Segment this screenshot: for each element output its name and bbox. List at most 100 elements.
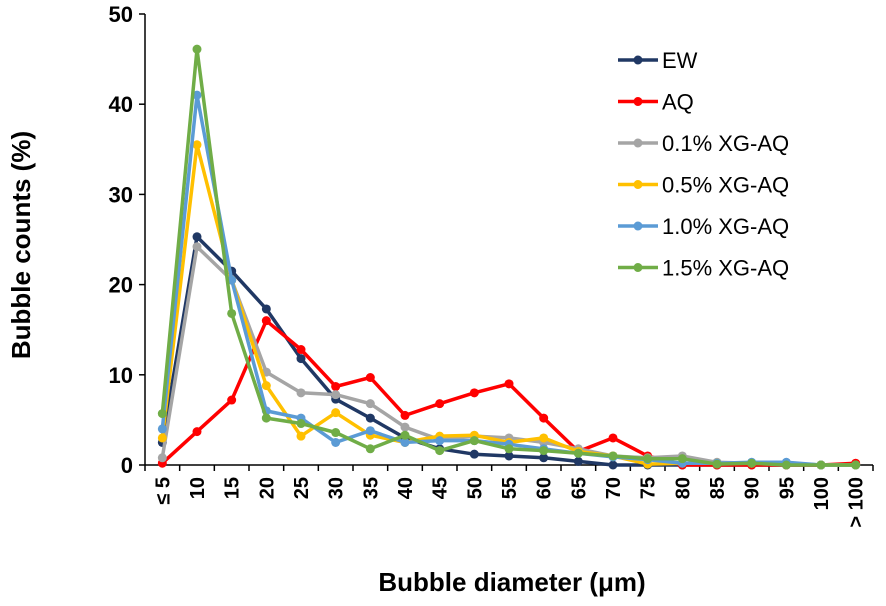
- data-point: [608, 451, 618, 461]
- data-point: [157, 453, 167, 463]
- x-tick-label: 55: [499, 477, 521, 499]
- legend-marker: [633, 221, 643, 231]
- legend-label: 0.1% XG-AQ: [662, 131, 789, 156]
- legend-item: 0.5% XG-AQ: [618, 173, 789, 198]
- x-tick-label: 100: [811, 477, 833, 510]
- data-point: [469, 436, 479, 446]
- data-point: [261, 316, 271, 326]
- legend-label: 1.5% XG-AQ: [662, 256, 789, 281]
- legend-marker: [633, 138, 643, 148]
- data-point: [365, 399, 375, 409]
- x-tick-label: 15: [222, 477, 244, 499]
- legend-label: 1.0% XG-AQ: [662, 214, 789, 239]
- legend-item: AQ: [618, 90, 694, 115]
- data-point: [227, 395, 237, 405]
- data-point: [261, 381, 271, 391]
- data-point: [157, 424, 167, 434]
- y-tick-label: 50: [109, 2, 133, 27]
- data-point: [469, 388, 479, 398]
- data-point: [435, 446, 445, 456]
- x-tick-label: 80: [672, 477, 694, 499]
- series-lines: [157, 44, 861, 470]
- y-tick-label: 40: [109, 92, 133, 117]
- data-point: [608, 460, 618, 470]
- data-point: [539, 446, 549, 456]
- x-axis: ≤ 5 10 15 20 25 30 35 40 45 50 55 60 65 70 75 80 85 90 95 1…: [144, 464, 874, 528]
- data-point: [504, 379, 514, 389]
- x-tick-label: 25: [291, 477, 313, 499]
- data-point: [539, 453, 549, 463]
- data-point: [227, 275, 237, 285]
- legend-marker: [633, 263, 643, 272]
- legend: EW AQ 0.1% XG-AQ 0.5% XG-AQ 1.0% XG-AQ 1.5% X…: [618, 48, 789, 281]
- data-point: [157, 433, 167, 443]
- legend-marker: [633, 55, 643, 65]
- legend-marker: [633, 180, 643, 189]
- legend-label: AQ: [662, 90, 694, 115]
- data-point: [400, 422, 410, 432]
- x-axis-title: Bubble diameter (μm): [378, 567, 645, 597]
- series-1-5-xg-aq: [157, 44, 861, 470]
- data-point: [227, 308, 237, 318]
- data-point: [365, 426, 375, 436]
- data-point: [261, 413, 271, 423]
- x-tick-label: 35: [360, 477, 382, 499]
- data-point: [435, 436, 445, 446]
- data-point: [192, 44, 202, 54]
- data-point: [365, 444, 375, 454]
- data-point: [539, 413, 549, 423]
- y-tick-label: 0: [121, 453, 133, 478]
- data-point: [712, 459, 722, 469]
- x-tick-label: 95: [776, 477, 798, 499]
- y-tick-label: 30: [109, 182, 133, 207]
- data-point: [608, 433, 618, 443]
- data-point: [504, 444, 514, 454]
- data-point: [400, 410, 410, 420]
- x-tick-label: 90: [742, 477, 764, 499]
- x-tick-label: 30: [326, 477, 348, 499]
- y-tick-label: 10: [109, 363, 133, 388]
- data-point: [504, 451, 514, 461]
- data-point: [781, 460, 791, 470]
- data-point: [192, 232, 202, 242]
- x-tick-label: 40: [395, 477, 417, 499]
- data-point: [747, 458, 757, 468]
- data-point: [851, 460, 861, 470]
- data-point: [296, 431, 306, 441]
- legend-marker: [633, 97, 643, 106]
- legend-item: 1.0% XG-AQ: [618, 214, 789, 239]
- y-tick-label: 20: [109, 273, 133, 298]
- y-axis: 0 10 20 30 40 50: [109, 2, 146, 478]
- x-tick-label: 85: [707, 477, 729, 499]
- data-point: [400, 437, 410, 447]
- legend-item: 0.1% XG-AQ: [618, 131, 789, 156]
- data-point: [677, 454, 687, 464]
- data-point: [296, 354, 306, 364]
- legend-item: 1.5% XG-AQ: [618, 256, 789, 281]
- x-tick-label: 50: [464, 477, 486, 499]
- data-point: [331, 408, 341, 418]
- data-point: [573, 448, 583, 458]
- data-point: [469, 449, 479, 459]
- x-tick-label: ≤ 5: [152, 477, 174, 505]
- x-tick-label: 20: [256, 477, 278, 499]
- data-point: [816, 460, 826, 470]
- x-tick-label: 75: [638, 477, 660, 499]
- x-tick-label: > 100: [846, 477, 868, 528]
- x-tick-label: 45: [430, 477, 452, 499]
- data-point: [192, 427, 202, 437]
- data-point: [331, 428, 341, 438]
- data-point: [331, 382, 341, 392]
- x-tick-label: 10: [187, 477, 209, 499]
- data-point: [365, 373, 375, 383]
- data-point: [157, 409, 167, 419]
- data-point: [400, 430, 410, 440]
- data-point: [643, 454, 653, 464]
- data-point: [539, 433, 549, 443]
- data-point: [365, 413, 375, 423]
- legend-label: 0.5% XG-AQ: [662, 173, 789, 198]
- data-point: [296, 419, 306, 429]
- data-point: [573, 456, 583, 466]
- x-tick-label: 70: [603, 477, 625, 499]
